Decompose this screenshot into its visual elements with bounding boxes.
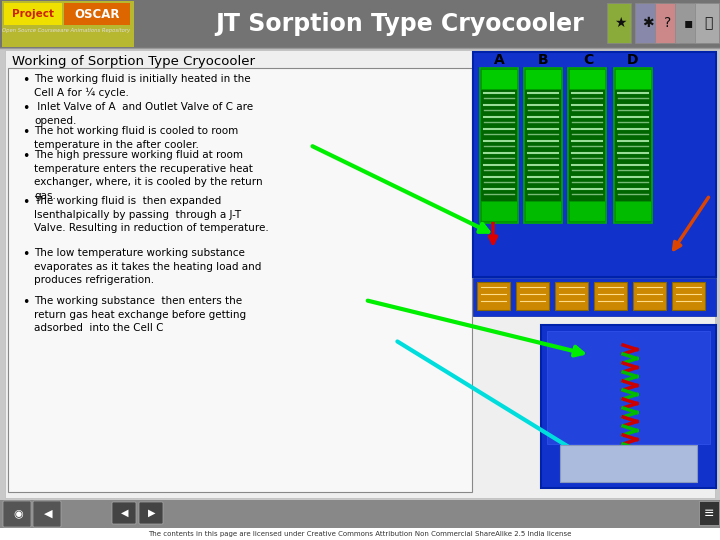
FancyBboxPatch shape [33, 501, 61, 527]
FancyBboxPatch shape [5, 50, 715, 498]
FancyBboxPatch shape [480, 68, 518, 223]
Text: ?: ? [665, 16, 672, 30]
FancyBboxPatch shape [614, 68, 652, 223]
Text: ≡: ≡ [703, 507, 714, 519]
FancyBboxPatch shape [615, 69, 651, 89]
Text: ◀: ◀ [44, 509, 53, 519]
Text: ▶: ▶ [148, 508, 156, 518]
FancyBboxPatch shape [0, 0, 720, 48]
Text: Open Source Courseware Animations Repository: Open Source Courseware Animations Reposi… [2, 28, 130, 33]
Text: ✱: ✱ [642, 16, 654, 30]
FancyBboxPatch shape [655, 3, 679, 43]
FancyBboxPatch shape [516, 282, 549, 310]
FancyBboxPatch shape [4, 3, 62, 25]
FancyBboxPatch shape [524, 68, 562, 223]
Text: •: • [22, 102, 30, 115]
FancyBboxPatch shape [8, 68, 472, 492]
FancyBboxPatch shape [525, 69, 561, 89]
Text: OSCAR: OSCAR [74, 8, 120, 21]
FancyBboxPatch shape [547, 331, 710, 444]
Text: Working of Sorption Type Cryocooler: Working of Sorption Type Cryocooler [12, 56, 255, 69]
FancyBboxPatch shape [139, 502, 163, 524]
FancyBboxPatch shape [569, 201, 605, 221]
FancyBboxPatch shape [594, 282, 627, 310]
Text: •: • [22, 126, 30, 139]
Text: ▪: ▪ [683, 16, 693, 30]
FancyBboxPatch shape [675, 3, 699, 43]
Text: ◉: ◉ [13, 509, 23, 519]
Text: •: • [22, 196, 30, 209]
FancyBboxPatch shape [635, 3, 659, 43]
FancyBboxPatch shape [473, 278, 716, 316]
FancyBboxPatch shape [112, 502, 136, 524]
Text: ◀: ◀ [121, 508, 129, 518]
FancyBboxPatch shape [64, 3, 130, 25]
Text: C: C [583, 53, 593, 67]
FancyBboxPatch shape [615, 201, 651, 221]
Text: •: • [22, 296, 30, 309]
FancyBboxPatch shape [3, 501, 31, 527]
Text: ★: ★ [613, 16, 626, 30]
FancyBboxPatch shape [607, 3, 631, 43]
FancyBboxPatch shape [525, 201, 561, 221]
Text: D: D [627, 53, 639, 67]
Text: Inlet Valve of A  and Outlet Valve of C are
opened.: Inlet Valve of A and Outlet Valve of C a… [34, 102, 253, 126]
FancyBboxPatch shape [569, 69, 605, 89]
Text: The high pressure working fluid at room
temperature enters the recuperative heat: The high pressure working fluid at room … [34, 150, 263, 201]
Text: The working fluid is initially heated in the
Cell A for ¼ cycle.: The working fluid is initially heated in… [34, 74, 251, 98]
FancyBboxPatch shape [0, 528, 720, 540]
FancyBboxPatch shape [481, 201, 517, 221]
FancyBboxPatch shape [2, 1, 134, 47]
Text: The working fluid is  then expanded
Isenthalpically by passing  through a J-T
Va: The working fluid is then expanded Isent… [34, 196, 269, 233]
Text: JT Sorption Type Cryocooler: JT Sorption Type Cryocooler [215, 12, 585, 36]
FancyBboxPatch shape [555, 282, 588, 310]
FancyBboxPatch shape [481, 69, 517, 89]
Text: ⬛: ⬛ [704, 16, 712, 30]
FancyBboxPatch shape [0, 500, 720, 528]
FancyBboxPatch shape [695, 3, 719, 43]
Text: The hot working fluid is cooled to room
temperature in the after cooler.: The hot working fluid is cooled to room … [34, 126, 238, 150]
Text: •: • [22, 150, 30, 163]
FancyBboxPatch shape [699, 501, 719, 525]
FancyBboxPatch shape [633, 282, 666, 310]
FancyBboxPatch shape [477, 282, 510, 310]
Text: •: • [22, 248, 30, 261]
FancyBboxPatch shape [568, 68, 606, 223]
Text: Project: Project [12, 9, 54, 19]
Text: The low temperature working substance
evaporates as it takes the heating load an: The low temperature working substance ev… [34, 248, 261, 285]
Text: •: • [22, 74, 30, 87]
Text: B: B [538, 53, 549, 67]
Text: The working substance  then enters the
return gas heat exchange before getting
a: The working substance then enters the re… [34, 296, 246, 333]
FancyBboxPatch shape [560, 445, 697, 482]
FancyBboxPatch shape [473, 52, 716, 277]
Text: A: A [494, 53, 505, 67]
FancyBboxPatch shape [672, 282, 705, 310]
Text: The contents in this page are licensed under Creative Commons Attribution Non Co: The contents in this page are licensed u… [148, 531, 572, 537]
FancyBboxPatch shape [541, 325, 716, 488]
